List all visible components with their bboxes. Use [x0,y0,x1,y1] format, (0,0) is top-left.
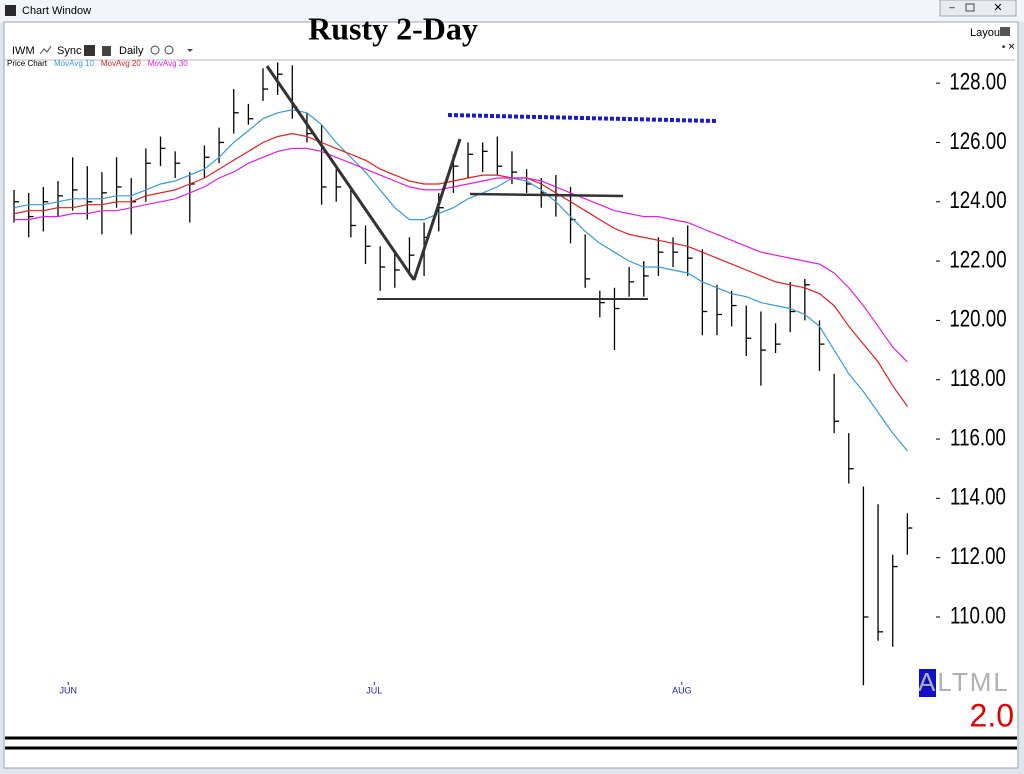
legend-entry: MovAvg 10 [54,59,94,68]
panel-controls[interactable]: ▪ ✕ [1002,41,1015,51]
layout-button[interactable]: Layout [970,27,1003,39]
close-button[interactable]: ✕ [993,2,1002,14]
minimize-button[interactable]: – [949,3,955,14]
y-tick-label: 126.00 [949,128,1006,155]
legend-entry: MovAvg 30 [148,59,188,68]
app-icon [5,5,16,16]
y-tick-label: 124.00 [949,187,1006,214]
zoom-out[interactable] [164,45,174,55]
y-tick-label: 128.00 [949,68,1006,95]
indicator-value: 2.0 [970,697,1014,733]
y-tick-label: 120.00 [949,306,1006,333]
y-tick-label: 118.00 [950,365,1006,392]
moving-average-line [13,132,908,407]
sync-button[interactable]: Sync [57,45,82,57]
window-controls [939,0,1017,17]
plot: 110.00 112.00 114.00 116.00 118.00 120.00 122.… [7,59,1007,695]
bars-icon[interactable] [102,46,111,56]
moving-average-line [13,109,908,452]
tool-icon[interactable] [84,45,95,56]
y-tick-label: 112.00 [950,543,1006,570]
y-tick-label: 116.00 [950,424,1006,451]
layout-icon[interactable] [1000,27,1010,36]
resistance-line [469,192,624,198]
window-title: Chart Window [22,5,91,17]
zoom-in[interactable] [150,45,160,55]
y-tick-label: 110.00 [950,602,1006,629]
trend-line [412,138,462,281]
x-tick-label: AUG [672,685,692,695]
moving-average-line [14,147,908,363]
symbol-field[interactable]: IWM [12,45,35,57]
legend-entry: Price Chart [7,59,48,68]
legend-entry: MovAvg 20 [101,59,141,68]
title-bar [0,0,1024,22]
indicator-name: ALTML [918,667,1010,697]
y-tick-label: 122.00 [949,246,1006,273]
period-button[interactable]: Daily [119,45,144,57]
trend-line [265,65,416,281]
x-tick-label: JUN [59,685,77,695]
indicator-highlight [919,669,936,697]
chart-title: Rusty 2-Day [308,10,478,46]
target-line [447,113,717,123]
plot-area [5,60,1015,732]
chart-style-icon[interactable] [39,45,52,55]
y-tick-label: 114.00 [950,484,1006,511]
restore-button[interactable] [965,3,975,12]
x-tick-label: JUL [366,685,382,695]
dropdown-arrow[interactable] [187,49,193,52]
